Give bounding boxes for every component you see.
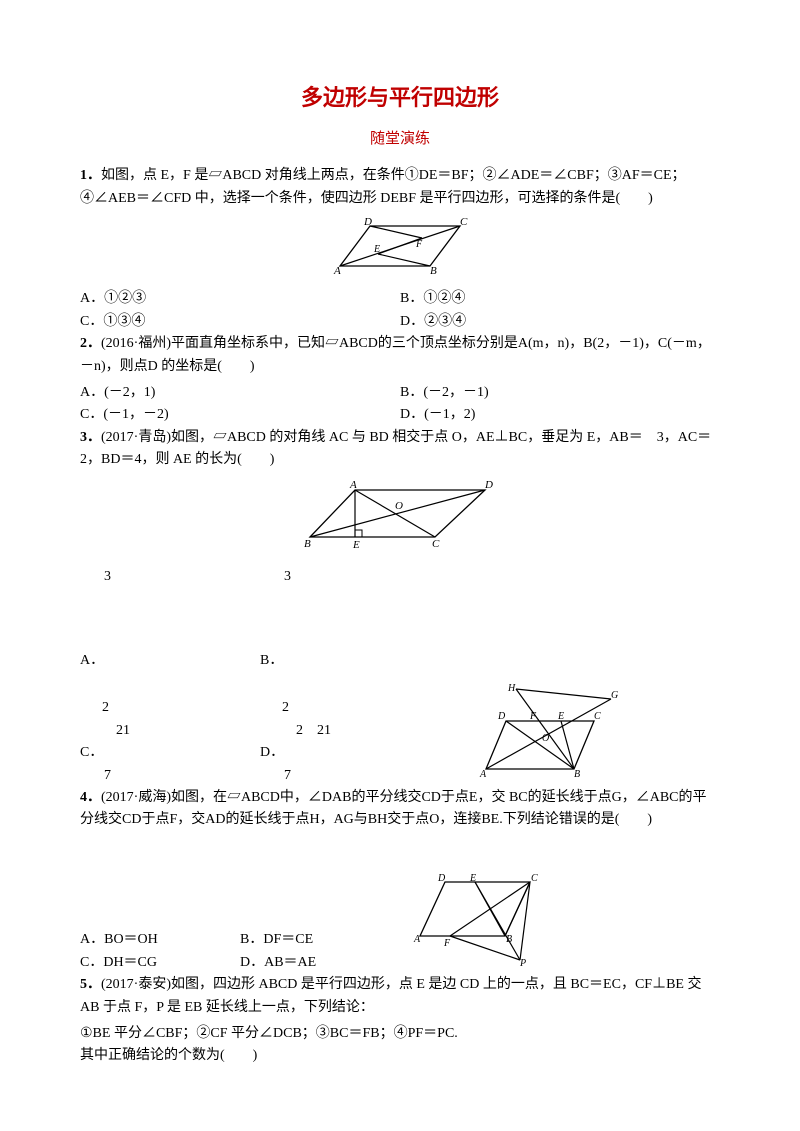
svg-text:A: A <box>333 265 341 276</box>
svg-text:D: D <box>437 873 446 884</box>
svg-text:B: B <box>506 934 512 945</box>
svg-text:E: E <box>373 244 380 255</box>
q2-options: A．(－2，1) B．(－2，－1) C．(－1，－2) D．(－1，2) <box>80 382 720 427</box>
page-title: 多边形与平行四边形 <box>80 80 720 115</box>
q3-row1-a: 3 <box>104 566 284 588</box>
q3-r3b: 7 <box>284 765 464 787</box>
q4-opt-d: D．AB＝AE <box>240 952 316 974</box>
q1-num: 1． <box>80 168 101 183</box>
svg-text:F: F <box>529 711 537 722</box>
q4-text: (2017·威海)如图，在▱ABCD中，∠DAB的平分线交CD于点E，交 BC的… <box>80 790 707 827</box>
svg-text:E: E <box>352 539 360 551</box>
q3-r2a: 2 <box>102 697 282 719</box>
svg-text:D: D <box>497 711 506 722</box>
svg-text:H: H <box>507 683 516 694</box>
q4-opt-a: A．BO＝OH <box>80 929 240 951</box>
svg-text:B: B <box>430 265 437 276</box>
q3-figure: A D B C E O <box>80 475 720 561</box>
q3-b: B． <box>260 650 283 672</box>
q3-row1-b: 3 <box>284 566 291 588</box>
q5-num: 5． <box>80 977 101 992</box>
svg-text:C: C <box>594 711 601 722</box>
q3-r2d: 2 21 <box>296 720 476 742</box>
q3-cd: 2 2 21 2 21 C． D． 7 7 <box>80 697 476 787</box>
q3-c: C． <box>80 742 260 764</box>
svg-text:A: A <box>479 769 487 779</box>
svg-text:F: F <box>415 239 423 250</box>
page-subtitle: 随堂演练 <box>80 127 720 151</box>
q1-opt-b: B．①②④ <box>400 288 720 310</box>
q4-opts-row2: C．DH＝CG D．AB＝AE <box>80 952 410 974</box>
svg-text:A: A <box>349 479 357 491</box>
svg-text:O: O <box>395 500 403 512</box>
q5-line2: ①BE 平分∠CBF；②CF 平分∠DCB；③BC＝FB；④PF＝PC. <box>80 1023 720 1045</box>
q5-line3: 其中正确结论的个数为( ) <box>80 1045 720 1067</box>
q5-text: (2017·泰安)如图，四边形 ABCD 是平行四边形，点 E 是边 CD 上的… <box>80 977 701 1014</box>
q3-r3a: 7 <box>104 765 284 787</box>
q4-num: 4． <box>80 790 101 805</box>
q5-figure: D E C A F B P <box>410 870 550 974</box>
svg-text:D: D <box>484 479 493 491</box>
svg-text:O: O <box>542 733 549 744</box>
q1-text: 如图，点 E，F 是▱ABCD 对角线上两点，在条件①DE＝BF；②∠ADE＝∠… <box>80 168 686 205</box>
question-3: 3．(2017·青岛)如图，▱ABCD 的对角线 AC 与 BD 相交于点 O，… <box>80 427 720 472</box>
q2-num: 2． <box>80 336 101 351</box>
q4-opts-row1: A．BO＝OH B．DF＝CE <box>80 929 410 951</box>
q2-opt-a: A．(－2，1) <box>80 382 400 404</box>
svg-text:D: D <box>363 216 372 228</box>
q3-text: (2017·青岛)如图，▱ABCD 的对角线 AC 与 BD 相交于点 O，AE… <box>80 430 711 467</box>
q3-r2c: 21 <box>116 720 296 742</box>
svg-text:C: C <box>531 873 538 884</box>
svg-text:C: C <box>432 538 440 550</box>
svg-text:P: P <box>519 958 526 966</box>
q3-a: A． <box>80 650 260 672</box>
svg-text:B: B <box>304 538 311 550</box>
q3-ab: A． B． <box>80 650 720 672</box>
q4-opts-wrap: A．BO＝OH B．DF＝CE C．DH＝CG D．AB＝AE D E C A … <box>80 870 720 974</box>
svg-text:A: A <box>413 934 421 945</box>
q1-figure: A B C D E F <box>80 214 720 284</box>
q2-opt-d: D．(－1，2) <box>400 404 720 426</box>
question-5: 5．(2017·泰安)如图，四边形 ABCD 是平行四边形，点 E 是边 CD … <box>80 974 720 1019</box>
question-1: 1．如图，点 E，F 是▱ABCD 对角线上两点，在条件①DE＝BF；②∠ADE… <box>80 165 720 210</box>
q4-figure: A B C D E F G H O <box>476 681 626 787</box>
q3-cd-fig: 2 2 21 2 21 C． D． 7 7 A B <box>80 681 720 787</box>
q3-num: 3． <box>80 430 101 445</box>
svg-text:E: E <box>469 873 476 884</box>
svg-text:E: E <box>557 711 564 722</box>
svg-text:G: G <box>611 690 618 701</box>
q1-opt-a: A．①②③ <box>80 288 400 310</box>
q1-opt-d: D．②③④ <box>400 311 720 333</box>
q1-opt-c: C．①③④ <box>80 311 400 333</box>
q3-r2b: 2 <box>282 697 462 719</box>
q4-opt-c: C．DH＝CG <box>80 952 240 974</box>
q3-d: D． <box>260 742 440 764</box>
question-4: 4．(2017·威海)如图，在▱ABCD中，∠DAB的平分线交CD于点E，交 B… <box>80 787 720 832</box>
q2-text: (2016·福州)平面直角坐标系中，已知▱ABCD的三个顶点坐标分别是A(m，n… <box>80 336 711 373</box>
q2-opt-b: B．(－2，－1) <box>400 382 720 404</box>
svg-text:C: C <box>460 216 468 228</box>
q2-opt-c: C．(－1，－2) <box>80 404 400 426</box>
q3-row1: 3 3 <box>104 566 720 588</box>
question-2: 2．(2016·福州)平面直角坐标系中，已知▱ABCD的三个顶点坐标分别是A(m… <box>80 333 720 378</box>
q1-options: A．①②③ B．①②④ C．①③④ D．②③④ <box>80 288 720 333</box>
svg-text:B: B <box>574 769 580 779</box>
q4-opt-b: B．DF＝CE <box>240 929 313 951</box>
svg-text:F: F <box>443 938 451 949</box>
